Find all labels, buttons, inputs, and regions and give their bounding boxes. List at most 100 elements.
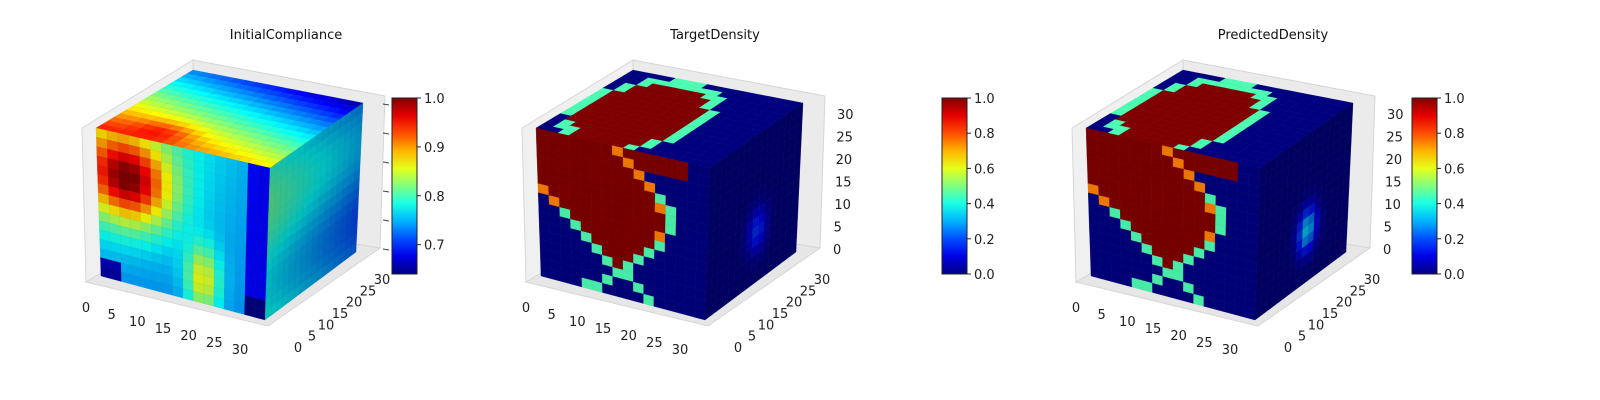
y-tick-label: 15 xyxy=(332,307,349,322)
y-tick-label: 10 xyxy=(318,318,335,333)
colorbar-tick-label: 0.9 xyxy=(424,141,445,156)
colorbar-tick-label: 0.4 xyxy=(1444,198,1465,213)
panel-title: TargetDensity xyxy=(669,28,760,43)
x-tick-label: 0 xyxy=(82,301,90,316)
colorbar xyxy=(1411,97,1438,275)
panel-initialcompliance: 0 5 10 15 20 25 30 051015202530InitialComplianc… xyxy=(81,28,445,358)
x-tick-label: 5 xyxy=(548,308,556,323)
z-axis-ticks: 0 5 10 15 20 25 30 xyxy=(1383,108,1404,258)
cube-face-right xyxy=(264,102,364,321)
x-tick-label: 20 xyxy=(620,329,637,344)
x-tick-label: 25 xyxy=(1196,336,1213,351)
y-tick-label: 30 xyxy=(374,273,391,288)
cube-face-front xyxy=(1085,127,1261,321)
z-tick-mark xyxy=(382,161,390,164)
x-axis-ticks: 0 5 10 15 20 25 30 xyxy=(1072,301,1238,358)
x-tick-label: 10 xyxy=(1119,315,1136,330)
y-tick-label: 30 xyxy=(1364,273,1381,288)
colorbar-tick-label: 0.2 xyxy=(974,233,995,248)
z-tick-label: 15 xyxy=(1385,176,1402,191)
cube-face-top xyxy=(1085,69,1354,169)
y-tick-label: 10 xyxy=(758,318,775,333)
z-tick-mark xyxy=(382,248,390,251)
y-tick-label: 25 xyxy=(800,284,817,299)
y-tick-label: 15 xyxy=(772,307,789,322)
y-tick-label: 25 xyxy=(360,284,377,299)
x-tick-label: 10 xyxy=(569,315,586,330)
x-tick-label: 30 xyxy=(1222,343,1239,358)
y-tick-label: 25 xyxy=(1350,284,1367,299)
colorbar-tick-label: 0.7 xyxy=(424,239,445,254)
x-axis-ticks: 0 5 10 15 20 25 30 xyxy=(522,301,688,358)
cube-face-front xyxy=(535,127,711,321)
colorbar-tick-label: 1.0 xyxy=(424,92,445,107)
colorbar-ticks: 1.0 0.8 0.6 0.4 0.2 0.0 xyxy=(967,92,995,283)
x-tick-label: 30 xyxy=(232,343,249,358)
colorbar-tick-label: 0.8 xyxy=(974,127,995,142)
y-tick-label: 20 xyxy=(786,296,803,311)
voxel-cell xyxy=(790,242,797,257)
cube-face-top xyxy=(535,69,804,169)
colorbar-tick-label: 0.6 xyxy=(1444,162,1465,177)
y-tick-label: 5 xyxy=(308,330,316,345)
voxel-cell xyxy=(350,242,357,257)
z-tick-mark xyxy=(382,103,390,106)
cube-face-right xyxy=(704,102,804,321)
x-tick-label: 5 xyxy=(108,308,116,323)
cube-face-top xyxy=(95,69,364,169)
x-tick-label: 15 xyxy=(155,322,172,337)
cube-face-front xyxy=(95,127,271,321)
x-tick-label: 20 xyxy=(1170,329,1187,344)
colorbar-tick-label: 0.8 xyxy=(1444,127,1465,142)
colorbar-ticks: 1.0 0.9 0.8 0.7 xyxy=(417,92,445,254)
voxel-cell xyxy=(1340,242,1347,257)
z-tick-label: 25 xyxy=(1386,131,1403,146)
colorbar-tick-label: 1.0 xyxy=(974,92,995,107)
panel-targetdensity: 0 5 10 15 20 25 30 051015202530051015202530Targ… xyxy=(521,28,995,358)
colorbar xyxy=(941,97,968,275)
z-tick-label: 10 xyxy=(1384,198,1401,213)
colorbar-tick-label: 0.0 xyxy=(1444,268,1465,283)
x-tick-label: 0 xyxy=(1072,301,1080,316)
colorbar-ticks: 1.0 0.8 0.6 0.4 0.2 0.0 xyxy=(1437,92,1465,283)
z-tick-label: 0 xyxy=(833,243,841,258)
colorbar-tick-label: 0.4 xyxy=(974,198,995,213)
z-axis-tickmarks xyxy=(382,103,390,251)
x-tick-label: 25 xyxy=(646,336,663,351)
z-tick-label: 20 xyxy=(1386,153,1403,168)
y-tick-label: 5 xyxy=(748,330,756,345)
z-tick-label: 30 xyxy=(1387,108,1404,123)
x-tick-label: 0 xyxy=(522,301,530,316)
x-tick-label: 15 xyxy=(595,322,612,337)
z-tick-label: 25 xyxy=(836,131,853,146)
z-tick-mark xyxy=(382,219,390,222)
x-tick-label: 15 xyxy=(1145,322,1162,337)
y-tick-label: 15 xyxy=(1322,307,1339,322)
z-tick-mark xyxy=(382,190,390,193)
z-tick-mark xyxy=(382,132,390,135)
colorbar-tick-label: 0.2 xyxy=(1444,233,1465,248)
z-tick-label: 0 xyxy=(1383,243,1391,258)
y-tick-label: 20 xyxy=(1336,296,1353,311)
panel-title: InitialCompliance xyxy=(230,28,343,43)
z-axis-ticks: 0 5 10 15 20 25 30 xyxy=(833,108,854,258)
z-tick-label: 20 xyxy=(836,153,853,168)
x-tick-label: 30 xyxy=(672,343,689,358)
x-tick-label: 10 xyxy=(129,315,146,330)
x-tick-label: 5 xyxy=(1098,308,1106,323)
panel-predicteddensity: 0 5 10 15 20 25 30 051015202530051015202530Pred… xyxy=(1071,28,1465,358)
x-tick-label: 25 xyxy=(206,336,223,351)
z-tick-label: 5 xyxy=(1384,221,1392,236)
colorbar-tick-label: 0.6 xyxy=(974,162,995,177)
y-tick-label: 0 xyxy=(1284,341,1292,356)
cube-face-right xyxy=(1254,102,1354,321)
y-tick-label: 10 xyxy=(1308,318,1325,333)
colorbar-tick-label: 1.0 xyxy=(1444,92,1465,107)
panel-title: PredictedDensity xyxy=(1218,28,1329,43)
colorbar-tick-label: 0.8 xyxy=(424,190,445,205)
y-tick-label: 30 xyxy=(814,273,831,288)
